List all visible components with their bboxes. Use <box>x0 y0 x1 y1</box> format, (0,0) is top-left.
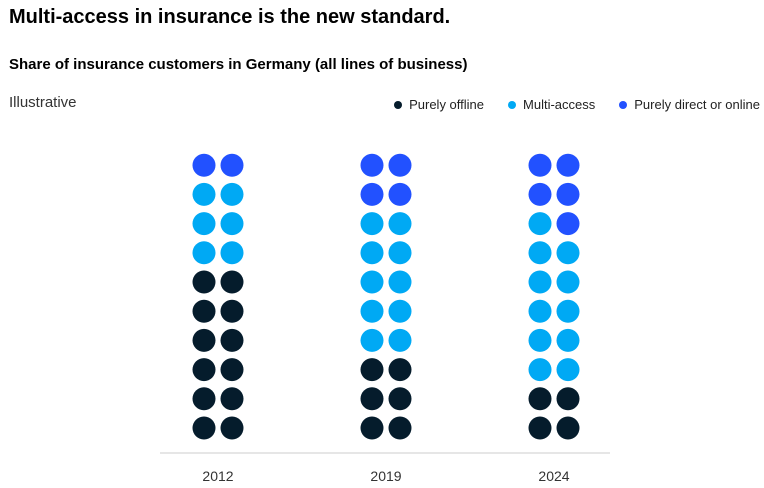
dot-2019-multi-access <box>388 299 412 323</box>
x-tick-label-2012: 2012 <box>202 468 233 484</box>
dot-2024-purely-offline <box>556 416 580 440</box>
dot-2019-purely-offline <box>360 387 384 411</box>
dot-2019-purely-offline <box>388 416 412 440</box>
legend-label-multi-access: Multi-access <box>523 97 596 112</box>
legend-swatch-purely-offline <box>394 100 403 109</box>
dot-2012-purely-direct-or-online <box>192 153 216 177</box>
dot-2024-multi-access <box>556 270 580 294</box>
legend-label-purely-offline: Purely offline <box>409 97 485 112</box>
dot-2024-multi-access <box>528 358 552 382</box>
dot-2012-purely-offline <box>192 416 216 440</box>
dot-2012-purely-offline <box>192 270 216 294</box>
dot-2012-purely-offline <box>192 358 216 382</box>
legend: Purely offline Multi-access Purely direc… <box>370 97 760 112</box>
dot-2019-multi-access <box>388 270 412 294</box>
dot-2019-multi-access <box>360 241 384 265</box>
dot-2012-purely-offline <box>220 270 244 294</box>
x-tick-label-2024: 2024 <box>538 468 569 484</box>
dot-2012-purely-offline <box>220 358 244 382</box>
dot-2012-purely-offline <box>192 387 216 411</box>
dot-2019-purely-offline <box>388 358 412 382</box>
dot-2019-purely-direct-or-online <box>360 182 384 206</box>
dot-2024-purely-direct-or-online <box>556 182 580 206</box>
dot-2024-multi-access <box>556 241 580 265</box>
dot-2024-purely-direct-or-online <box>528 182 552 206</box>
dot-2019-purely-direct-or-online <box>388 153 412 177</box>
dot-2012-multi-access <box>220 241 244 265</box>
dot-2012-purely-offline <box>220 299 244 323</box>
legend-swatch-purely-direct-or-online <box>619 100 628 109</box>
legend-item-purely-direct-or-online: Purely direct or online <box>619 97 760 112</box>
dot-2019-multi-access <box>388 212 412 236</box>
x-tick-label-2019: 2019 <box>370 468 401 484</box>
x-axis-ticks: 2012 2019 2024 <box>202 468 569 484</box>
chart-title: Multi-access in insurance is the new sta… <box>9 6 451 28</box>
dot-2012-purely-offline <box>220 387 244 411</box>
dot-columns <box>192 153 580 440</box>
illustrative-note: Illustrative <box>9 94 77 111</box>
dot-2012-purely-direct-or-online <box>220 153 244 177</box>
dot-2024-multi-access <box>528 212 552 236</box>
dot-2019-multi-access <box>360 212 384 236</box>
dot-2024-multi-access <box>528 328 552 352</box>
dot-2024-purely-direct-or-online <box>556 153 580 177</box>
dot-2019-multi-access <box>388 241 412 265</box>
dot-2024-multi-access <box>528 299 552 323</box>
legend-item-purely-offline: Purely offline <box>394 97 484 112</box>
dot-2024-purely-direct-or-online <box>556 212 580 236</box>
dot-2012-purely-offline <box>220 328 244 352</box>
dot-2012-multi-access <box>192 241 216 265</box>
dot-2012-multi-access <box>192 182 216 206</box>
legend-item-multi-access: Multi-access <box>508 97 595 112</box>
dot-2024-purely-offline <box>528 416 552 440</box>
dot-2012-purely-offline <box>192 328 216 352</box>
dot-2024-purely-direct-or-online <box>528 153 552 177</box>
dot-2012-multi-access <box>220 182 244 206</box>
dot-2024-multi-access <box>556 358 580 382</box>
dot-2012-multi-access <box>192 212 216 236</box>
dot-2024-multi-access <box>528 241 552 265</box>
dot-2024-purely-offline <box>556 387 580 411</box>
dot-2012-multi-access <box>220 212 244 236</box>
dot-2019-purely-offline <box>360 416 384 440</box>
dot-2019-purely-direct-or-online <box>360 153 384 177</box>
dot-2019-multi-access <box>360 299 384 323</box>
dot-2019-multi-access <box>360 328 384 352</box>
dot-2024-multi-access <box>528 270 552 294</box>
dot-2019-purely-direct-or-online <box>388 182 412 206</box>
dot-2012-purely-offline <box>192 299 216 323</box>
dot-2024-purely-offline <box>528 387 552 411</box>
dot-2024-multi-access <box>556 328 580 352</box>
dot-2019-purely-offline <box>388 387 412 411</box>
legend-swatch-multi-access <box>508 100 517 109</box>
dot-2012-purely-offline <box>220 416 244 440</box>
dot-2019-multi-access <box>360 270 384 294</box>
dot-2019-purely-offline <box>360 358 384 382</box>
dot-2019-multi-access <box>388 328 412 352</box>
chart-subtitle: Share of insurance customers in Germany … <box>9 56 468 73</box>
legend-label-purely-direct-or-online: Purely direct or online <box>634 97 760 112</box>
dot-2024-multi-access <box>556 299 580 323</box>
